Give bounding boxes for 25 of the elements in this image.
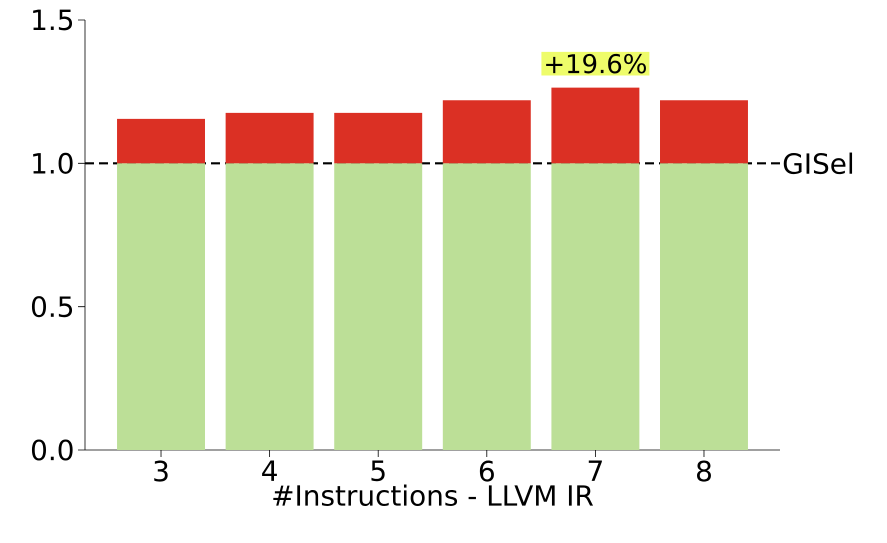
ref-line-label: GISel [784,152,852,174]
x-tick-label: 3 [154,460,168,482]
bar [334,163,422,450]
bar [442,100,531,164]
x-tick-label: 8 [697,460,711,482]
bar [551,88,640,164]
bar [117,118,205,164]
bar [660,100,748,164]
bar [334,112,422,164]
bar [226,112,314,164]
bar [226,163,314,450]
y-tick-label: 1.0 [33,152,73,174]
x-tick-label: 7 [588,460,602,481]
x-tick-label: 5 [371,460,385,482]
y-tick-label: 0.0 [32,439,73,461]
annotation: +19.6% [546,54,646,74]
x-tick-label: 6 [480,460,494,482]
bar [660,163,748,450]
y-tick-label: 0.5 [32,296,72,318]
x-axis-title: #Instructions - LLVM IR [273,484,594,506]
bar [117,163,205,450]
bar [551,163,640,450]
y-tick-label: 1.5 [33,10,72,30]
bar [442,163,531,450]
x-tick-label: 4 [262,460,277,481]
